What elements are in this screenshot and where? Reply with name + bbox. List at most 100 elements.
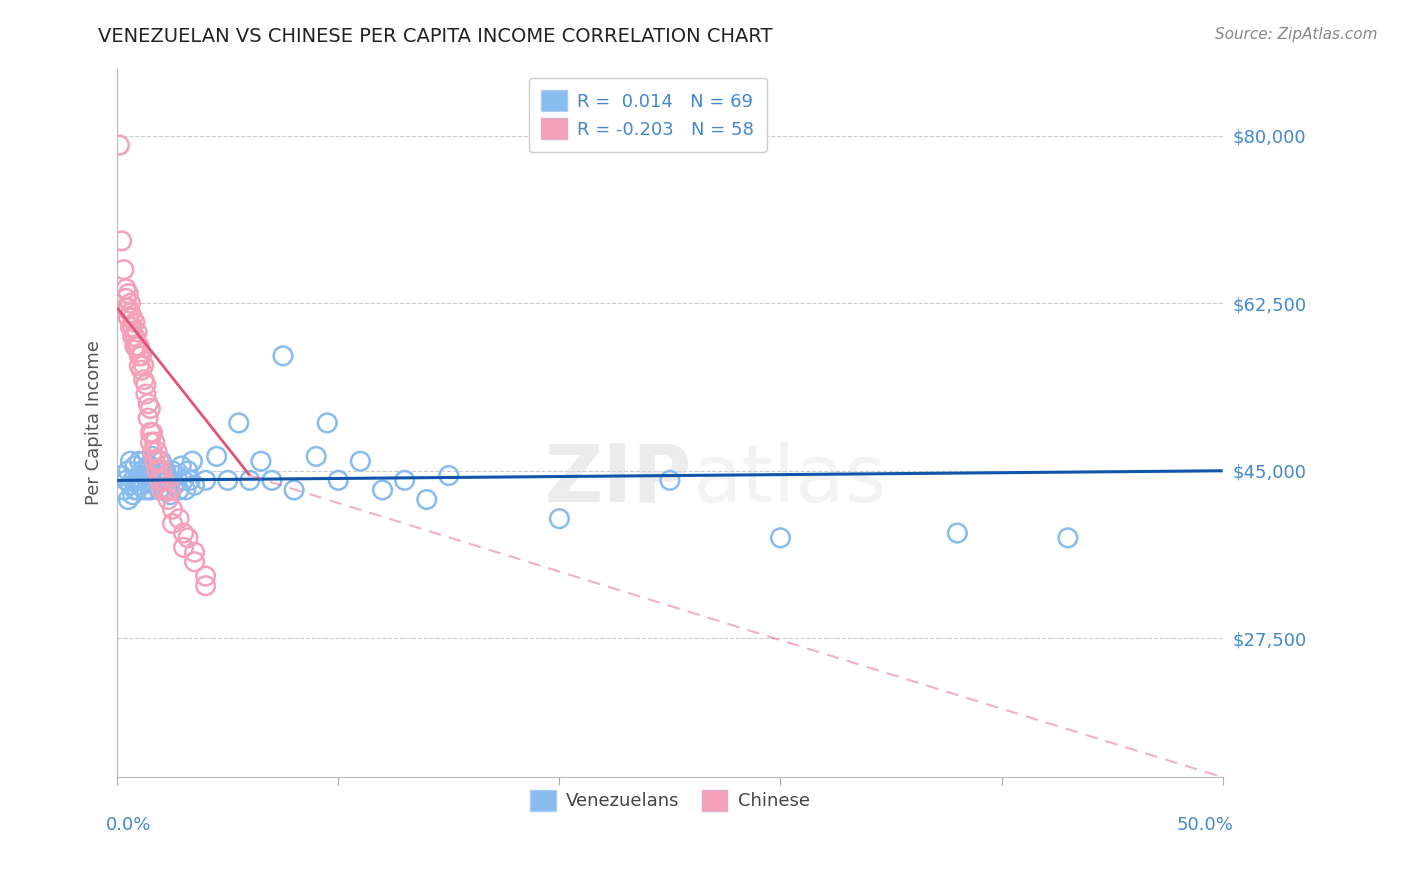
Point	[173, 526, 195, 541]
Point	[135, 377, 157, 392]
Point	[131, 349, 153, 363]
Point	[135, 387, 157, 401]
Point	[155, 483, 177, 497]
Point	[136, 397, 159, 411]
Text: ZIP: ZIP	[544, 441, 692, 518]
Point	[120, 478, 142, 492]
Point	[117, 310, 139, 325]
Point	[183, 555, 205, 569]
Text: 50.0%: 50.0%	[1177, 815, 1233, 834]
Point	[194, 474, 217, 488]
Point	[179, 474, 201, 488]
Point	[136, 474, 159, 488]
Point	[271, 349, 294, 363]
Point	[115, 292, 138, 306]
Point	[124, 458, 146, 473]
Point	[128, 454, 150, 468]
Point	[131, 363, 153, 377]
Point	[124, 329, 146, 343]
Point	[162, 502, 184, 516]
Point	[112, 262, 135, 277]
Point	[250, 454, 273, 468]
Point	[128, 339, 150, 353]
Point	[115, 474, 138, 488]
Point	[152, 474, 174, 488]
Point	[121, 310, 143, 325]
Point	[132, 468, 155, 483]
Point	[143, 435, 166, 450]
Point	[128, 349, 150, 363]
Point	[115, 282, 138, 296]
Point	[217, 474, 239, 488]
Point	[173, 541, 195, 555]
Point	[132, 373, 155, 387]
Point	[112, 483, 135, 497]
Point	[159, 483, 181, 497]
Text: 0.0%: 0.0%	[105, 815, 152, 834]
Point	[135, 483, 157, 497]
Point	[155, 464, 177, 478]
Point	[150, 483, 173, 497]
Point	[146, 474, 169, 488]
Point	[305, 450, 328, 464]
Point	[148, 474, 170, 488]
Point	[194, 579, 217, 593]
Point	[139, 401, 162, 416]
Point	[283, 483, 305, 497]
Point	[143, 478, 166, 492]
Point	[174, 483, 197, 497]
Point	[394, 474, 416, 488]
Point	[328, 474, 350, 488]
Point	[167, 511, 190, 525]
Point	[139, 483, 162, 497]
Point	[183, 545, 205, 559]
Point	[142, 474, 165, 488]
Point	[239, 474, 262, 488]
Point	[120, 454, 142, 468]
Point	[128, 474, 150, 488]
Point	[946, 526, 969, 541]
Point	[177, 464, 200, 478]
Point	[260, 474, 283, 488]
Point	[228, 416, 250, 430]
Point	[177, 531, 200, 545]
Point	[148, 454, 170, 468]
Point	[183, 478, 205, 492]
Point	[131, 478, 153, 492]
Point	[371, 483, 394, 497]
Point	[146, 444, 169, 458]
Point	[167, 483, 190, 497]
Point	[148, 483, 170, 497]
Point	[163, 478, 186, 492]
Text: VENEZUELAN VS CHINESE PER CAPITA INCOME CORRELATION CHART: VENEZUELAN VS CHINESE PER CAPITA INCOME …	[98, 27, 773, 45]
Point	[121, 488, 143, 502]
Point	[658, 474, 681, 488]
Point	[150, 464, 173, 478]
Point	[142, 425, 165, 440]
Point	[117, 286, 139, 301]
Point	[139, 435, 162, 450]
Point	[152, 468, 174, 483]
Point	[132, 359, 155, 373]
Point	[170, 458, 193, 473]
Point	[146, 464, 169, 478]
Point	[110, 468, 132, 483]
Point	[142, 444, 165, 458]
Point	[159, 488, 181, 502]
Point	[548, 511, 571, 525]
Point	[127, 483, 149, 497]
Point	[128, 359, 150, 373]
Point	[110, 234, 132, 248]
Point	[117, 301, 139, 315]
Point	[121, 320, 143, 334]
Text: atlas: atlas	[692, 441, 886, 518]
Point	[162, 516, 184, 531]
Point	[181, 454, 204, 468]
Point	[1057, 531, 1080, 545]
Point	[150, 454, 173, 468]
Point	[115, 301, 138, 315]
Point	[157, 492, 180, 507]
Point	[121, 474, 143, 488]
Point	[124, 315, 146, 329]
Point	[120, 296, 142, 310]
